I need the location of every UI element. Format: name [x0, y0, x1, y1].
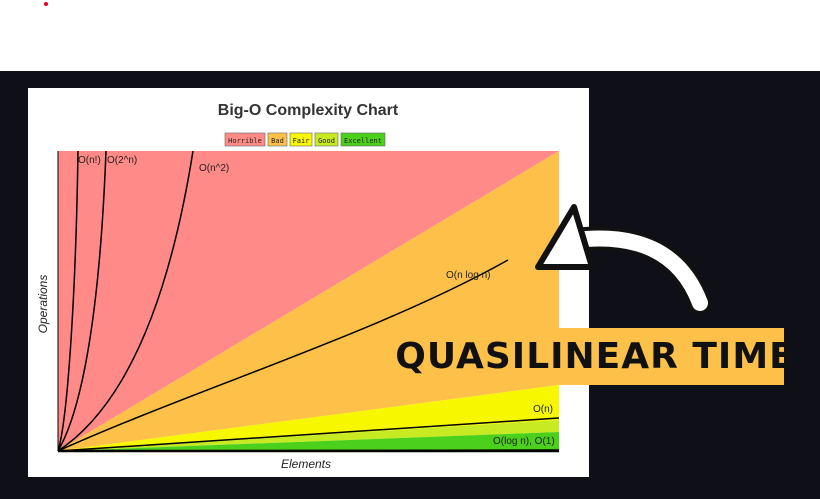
legend-good: Good: [314, 132, 339, 147]
curved-arrow-icon: [535, 204, 712, 315]
legend-swatch-horrible: [224, 132, 266, 147]
curve-n-squared: [57, 150, 194, 452]
complexity-chart: Big-O Complexity Chart Horrible Bad Fair…: [36, 102, 560, 471]
legend-horrible: Horrible: [224, 132, 266, 147]
legend-swatch-excellent: [340, 132, 386, 147]
region-fair: [58, 385, 559, 451]
arrow-shaft: [567, 230, 708, 311]
top-dot: [44, 2, 48, 6]
curve-n: [57, 417, 560, 452]
curve-2-pow-n: [57, 150, 107, 452]
legend-fair: Fair: [289, 132, 313, 147]
curves: [57, 150, 560, 452]
legend-excellent: Excellent: [340, 132, 386, 147]
curve-label-log-n-const: O(log n), O(1): [493, 436, 555, 447]
curve-label-n: O(n): [533, 404, 553, 415]
legend-label-fair: Fair: [293, 137, 310, 145]
legend-label-bad: Bad: [271, 137, 284, 145]
y-axis-title: Operations: [36, 275, 50, 334]
curve-log-n-const: [57, 449, 560, 452]
chart-title: Big-O Complexity Chart: [218, 102, 399, 119]
curve-label-n-log-n: O(n log n): [446, 270, 490, 281]
legend-swatch-good: [314, 132, 339, 147]
legend-label-horrible: Horrible: [228, 137, 262, 145]
arrow-head: [535, 204, 595, 270]
legend-swatch-fair: [289, 132, 313, 147]
callout-text: QUASILINEAR TIME: [395, 336, 795, 377]
curve-label-n-factorial: O(n!): [78, 155, 101, 166]
legend-swatch-bad: [267, 132, 288, 147]
chart-card: Big-O Complexity Chart Horrible Bad Fair…: [28, 88, 589, 477]
region-excellent: [58, 432, 559, 451]
curve-label-n-squared: O(n^2): [199, 163, 229, 174]
legend-label-good: Good: [318, 137, 335, 145]
legend: Horrible Bad Fair Good Excellent: [224, 132, 386, 147]
complexity-regions: [58, 151, 559, 451]
quasilinear-callout: QUASILINEAR TIME: [395, 328, 794, 385]
curve-n-factorial: [57, 150, 79, 452]
x-axis-title: Elements: [281, 457, 331, 471]
legend-label-excellent: Excellent: [344, 137, 382, 145]
legend-bad: Bad: [267, 132, 288, 147]
curve-labels: O(n!) O(2^n) O(n^2) O(n log n) O(n) O(lo…: [78, 155, 555, 447]
curve-n-log-n: [57, 259, 509, 452]
curve-label-2-pow-n: O(2^n): [107, 155, 137, 166]
